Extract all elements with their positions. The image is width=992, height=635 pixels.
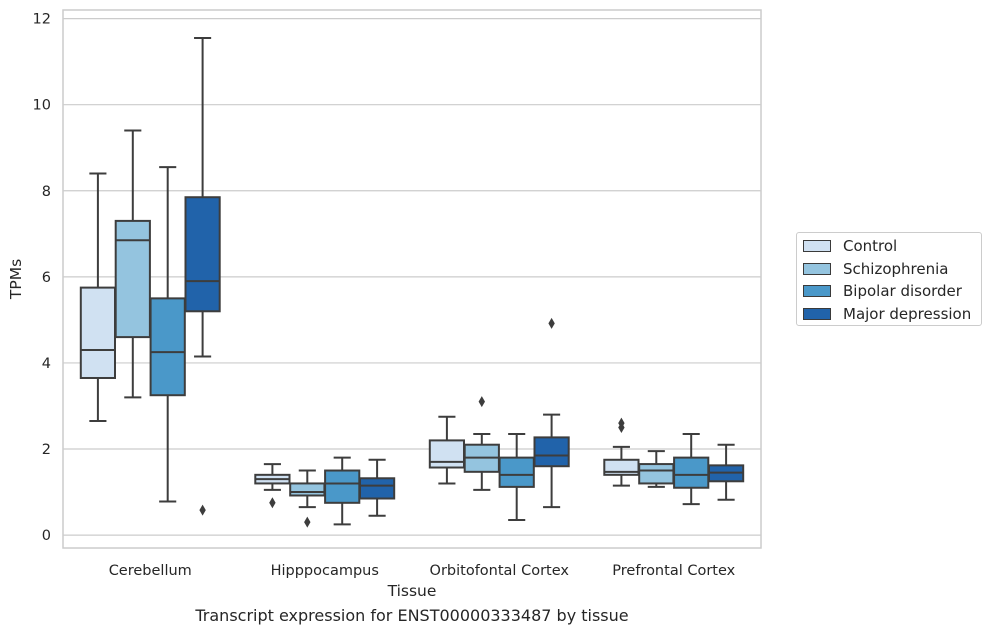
legend-label: Control (843, 237, 898, 255)
x-axis-label: Tissue (387, 582, 437, 600)
legend: Control Schizophrenia Bipolar disorder Majo… (796, 232, 982, 326)
y-tick-label: 6 (42, 270, 51, 286)
legend-item: Bipolar disorder (803, 281, 962, 301)
outlier-point (304, 516, 311, 528)
outlier-point (199, 504, 206, 516)
y-tick-label: 4 (42, 356, 51, 372)
legend-item: Control (803, 236, 897, 256)
y-tick-label: 0 (42, 528, 51, 544)
box-1-0 (254, 463, 291, 509)
box-iqr (638, 463, 675, 485)
legend-swatch (803, 240, 831, 252)
y-tick-label: 8 (42, 184, 51, 200)
y-tick-labels: 0 2 4 6 8 10 12 (33, 12, 51, 544)
y-tick-label: 10 (33, 98, 51, 114)
x-tick-label: Orbitofontal Cortex (430, 563, 570, 579)
boxes-layer (79, 36, 745, 528)
box-iqr (533, 436, 570, 468)
box-iqr (289, 482, 326, 497)
box-iqr (673, 456, 710, 489)
box-3-0 (603, 417, 640, 487)
box-2-0 (428, 415, 466, 485)
y-tick-label: 2 (42, 442, 51, 458)
box-3-2 (673, 432, 710, 506)
box-0-2 (149, 166, 186, 503)
legend-swatch (803, 285, 831, 297)
outlier-point (548, 317, 555, 329)
box-1-2 (324, 456, 361, 526)
legend-label: Major depression (843, 304, 972, 323)
legend-item: Schizophrenia (803, 259, 948, 279)
x-tick-label: Cerebellum (109, 563, 192, 579)
box-0-1 (114, 129, 151, 399)
x-tick-labels: Cerebellum Hipppocampus Orbitofontal Corte… (109, 563, 736, 579)
plot-frame (62, 9, 762, 549)
box-iqr (114, 219, 151, 339)
box-iqr (498, 456, 535, 488)
outlier-point (618, 417, 625, 429)
box-iqr (79, 286, 117, 379)
box-2-1 (463, 396, 500, 491)
box-0-3 (184, 36, 221, 516)
outlier-point (269, 497, 276, 509)
box-iqr (428, 439, 466, 469)
box-iqr (324, 469, 361, 504)
box-3-1 (638, 450, 675, 488)
x-tick-label: Hipppocampus (271, 563, 379, 579)
legend-item: Major depression (803, 304, 971, 324)
legend-swatch (803, 262, 831, 275)
box-1-3 (358, 458, 396, 517)
box-2-2 (498, 432, 535, 522)
box-iqr (149, 297, 186, 397)
y-tick-label: 12 (33, 12, 51, 28)
box-0-0 (79, 172, 117, 423)
box-3-3 (707, 443, 745, 501)
outlier-point (478, 396, 485, 408)
x-tick-label: Prefrontal Cortex (612, 563, 735, 579)
y-axis-label: TPMs (7, 259, 25, 300)
box-2-3 (533, 317, 570, 509)
chart-caption: Transcript expression for ENST0000033348… (195, 606, 629, 625)
box-1-1 (289, 469, 326, 528)
legend-swatch (803, 307, 831, 320)
legend-label: Schizophrenia (843, 259, 949, 278)
box-iqr (358, 477, 396, 500)
legend-label: Bipolar disorder (843, 282, 962, 300)
box-iqr (184, 196, 221, 313)
